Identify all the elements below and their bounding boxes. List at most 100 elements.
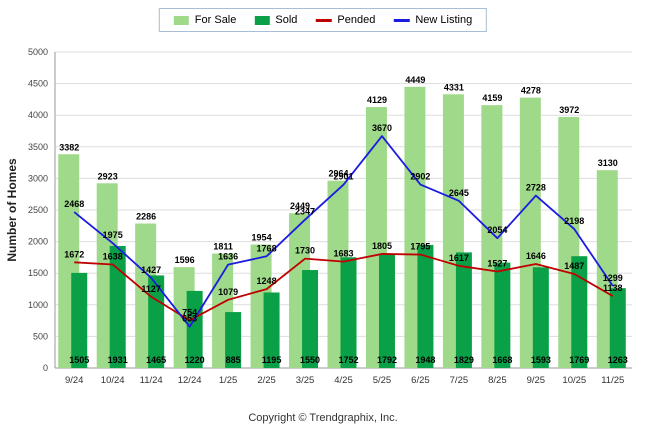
x-tick-label: 5/25 [373,375,392,386]
x-tick-label: 4/25 [334,375,353,386]
label-pended: 1617 [449,253,469,263]
label-pended: 1248 [257,276,277,286]
bar-sold [532,267,549,368]
x-tick-label: 7/25 [450,375,469,386]
x-tick-label: 9/25 [527,375,546,386]
label-pended: 1672 [64,249,84,259]
legend-label-pended: Pended [337,14,376,26]
bar-sold [186,290,203,368]
label-new-listing: 653 [182,314,197,324]
label-new-listing: 1768 [257,243,277,253]
label-sold: 1931 [108,355,128,365]
bar-sold [148,275,165,368]
x-tick-label: 10/24 [101,375,125,386]
y-tick-label: 2000 [28,237,48,247]
label-pended: 754 [182,307,197,317]
legend-item-pended: Pended [315,14,375,26]
label-for-sale: 4331 [444,82,464,92]
label-for-sale: 4129 [367,95,387,105]
label-sold: 1752 [338,355,358,365]
label-new-listing: 1427 [141,265,161,275]
bar-sold [109,245,126,368]
x-tick-label: 9/24 [65,375,84,386]
label-sold: 1769 [569,355,589,365]
pended-swatch-line-icon [315,18,332,22]
label-new-listing: 2902 [410,172,430,182]
legend-item-for-sale: For Sale [173,14,237,26]
x-tick-label: 10/25 [562,375,586,386]
label-pended: 1730 [295,246,315,256]
label-for-sale: 4278 [521,86,541,96]
label-pended: 1079 [218,287,238,297]
bar-sold [225,312,242,368]
label-new-listing: 2645 [449,188,469,198]
label-for-sale: 1811 [213,242,233,252]
new-listing-swatch-line-icon [393,18,410,22]
label-new-listing: 2347 [295,207,315,217]
legend-label-new-listing: New Listing [415,14,473,26]
label-for-sale: 3382 [59,142,79,152]
label-sold: 1550 [300,355,320,365]
label-sold: 1668 [492,355,512,365]
legend-item-sold: Sold [254,14,297,26]
label-pended: 1127 [141,284,161,294]
label-for-sale: 3972 [559,105,579,115]
label-new-listing: 2054 [487,225,507,235]
bar-sold [71,272,88,368]
label-for-sale: 2964 [328,169,348,179]
label-pended: 1683 [333,249,353,259]
label-for-sale: 1954 [252,233,272,243]
label-new-listing: 2901 [333,172,353,182]
label-pended: 1638 [103,251,123,261]
legend-label-for-sale: For Sale [194,14,237,26]
bar-sold [263,292,280,368]
x-tick-label: 6/25 [411,375,430,386]
label-new-listing: 2198 [564,216,584,226]
label-sold: 1465 [146,355,166,365]
label-sold: 1263 [608,355,628,365]
label-for-sale: 1596 [175,255,195,265]
x-tick-label: 8/25 [488,375,507,386]
label-for-sale: 2286 [136,212,156,222]
label-sold: 1948 [415,355,435,365]
label-for-sale: 3130 [598,158,618,168]
label-sold: 885 [226,355,241,365]
y-tick-label: 2500 [28,205,48,215]
x-tick-label: 12/24 [178,375,202,386]
label-for-sale: 2449 [290,201,310,211]
label-pended: 1805 [372,241,392,251]
y-axis-label: Number of Homes [5,158,19,262]
y-tick-label: 5000 [28,47,48,57]
legend-item-new-listing: New Listing [393,14,472,26]
label-pended: 1646 [526,251,546,261]
sold-swatch-icon [254,15,270,25]
for-sale-swatch-icon [173,15,189,25]
label-pended: 1795 [410,242,430,252]
bar-sold [417,244,434,368]
y-tick-label: 4500 [28,79,48,89]
copyright: Copyright © Trendgraphix, Inc. [248,412,398,424]
label-pended: 1527 [487,258,507,268]
y-tick-label: 3000 [28,173,48,183]
y-tick-label: 500 [33,331,48,341]
x-tick-label: 11/25 [601,375,624,386]
x-tick-label: 2/25 [257,375,276,386]
label-sold: 1220 [185,355,205,365]
y-tick-label: 3500 [28,142,48,152]
label-sold: 1505 [69,355,89,365]
label-new-listing: 3670 [372,123,392,133]
label-sold: 1792 [377,355,397,365]
label-for-sale: 4159 [482,93,502,103]
legend: For Sale Sold Pended New Listing [158,8,488,32]
label-sold: 1829 [454,355,474,365]
bar-sold [340,257,357,368]
homes-chart: 0 500 1000 1500 2000 2500 3000 3500 4000 4500 5000… [5,47,632,386]
label-new-listing: 1636 [218,252,238,262]
bar-sold [494,262,511,368]
y-tick-label: 1500 [28,268,48,278]
label-for-sale: 4449 [405,75,425,85]
bar-sold [302,270,319,368]
y-tick-label: 0 [43,363,48,373]
label-pended: 1487 [564,261,584,271]
